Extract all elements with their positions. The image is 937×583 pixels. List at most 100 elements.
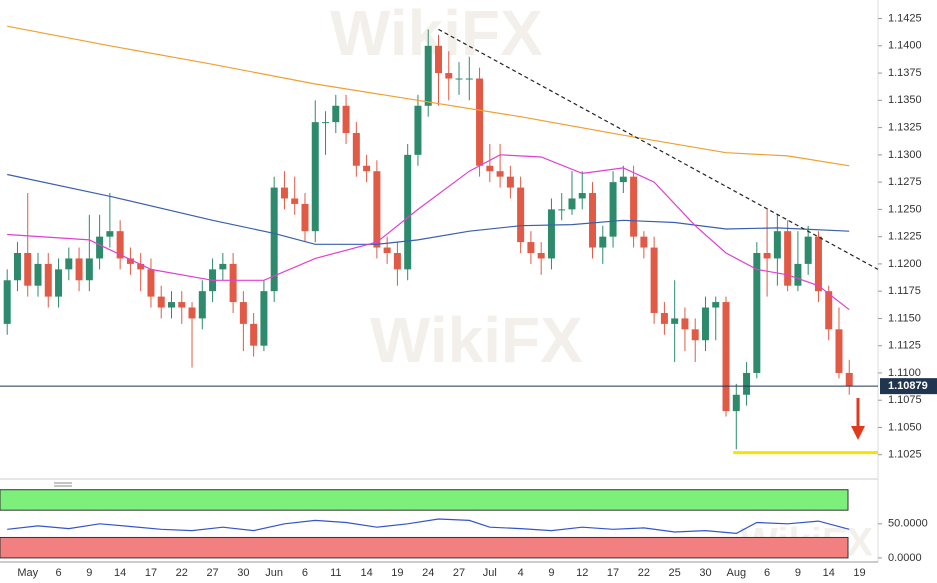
- y-tick-label: 1.1375: [888, 67, 922, 79]
- plot-area: 1.1025 1.1050 1.1075 1.1100 1.1125 1.1150 1.11…: [0, 12, 937, 579]
- candle-body: [167, 302, 175, 308]
- candle-body: [784, 231, 792, 286]
- candle-body: [722, 302, 730, 412]
- candle-body: [178, 302, 186, 308]
- x-tick-label: 11: [330, 567, 341, 579]
- x-tick-label: 17: [607, 567, 619, 579]
- last-price-tag: [880, 378, 937, 395]
- candle-body: [34, 263, 42, 286]
- x-tick-label: 30: [699, 567, 711, 579]
- y-tick-label: 1.1425: [888, 12, 922, 24]
- candle-body: [147, 269, 155, 297]
- candle-body: [270, 187, 278, 292]
- candle-body: [763, 252, 771, 259]
- x-tick-label: 9: [548, 567, 554, 579]
- x-tick-label: 9: [86, 567, 92, 579]
- x-tick-label: 6: [302, 567, 308, 579]
- y-tick-label: 1.1075: [888, 394, 922, 406]
- candle-body: [794, 263, 802, 286]
- x-tick-label: 12: [576, 567, 588, 579]
- y-tick-label: 1.1325: [888, 121, 922, 133]
- x-tick-label: 27: [206, 567, 218, 579]
- candle-body: [44, 263, 52, 297]
- candle-body: [96, 236, 104, 259]
- candle-body: [455, 78, 463, 80]
- x-tick-label: May: [17, 567, 38, 579]
- candle-body: [671, 318, 679, 324]
- candle-body: [260, 291, 268, 346]
- candle-body: [537, 252, 545, 259]
- x-tick-label: 9: [795, 567, 801, 579]
- candle-body: [414, 105, 422, 155]
- candle-body: [506, 176, 514, 188]
- candle-body: [465, 78, 473, 80]
- candle-body: [835, 329, 843, 373]
- x-tick-label: 22: [638, 567, 650, 579]
- x-tick-label: Jul: [483, 567, 497, 579]
- x-tick-label: 19: [853, 567, 865, 579]
- candle-body: [486, 165, 494, 172]
- y-tick-label: 1.1150: [888, 312, 921, 324]
- candle-body: [640, 236, 648, 248]
- y-tick-label: 1.1200: [888, 258, 922, 270]
- candle-body: [773, 231, 781, 259]
- x-tick-label: 6: [764, 567, 770, 579]
- candle-body: [3, 280, 11, 324]
- x-tick-label: Jun: [265, 567, 283, 579]
- series-line: [7, 518, 850, 535]
- series-line: [7, 173, 850, 245]
- y-tick-label: 50.0000: [888, 518, 928, 530]
- candle-body: [753, 252, 761, 373]
- candle-body: [332, 105, 340, 123]
- x-tick-label: 4: [518, 567, 524, 579]
- candle-body: [701, 307, 709, 341]
- y-tick-label: 1.1350: [888, 94, 922, 106]
- candle-body: [476, 78, 484, 166]
- y-tick-label: 1.1225: [888, 231, 922, 243]
- candle-body: [732, 394, 740, 412]
- candle-body: [445, 73, 453, 79]
- down-arrow: [851, 398, 865, 440]
- candle-body: [13, 252, 21, 281]
- candle-body: [291, 198, 299, 204]
- candle-body: [517, 187, 525, 243]
- candle-body: [691, 329, 699, 341]
- x-tick-label: 25: [669, 567, 681, 579]
- y-tick-label: 1.1025: [888, 449, 922, 461]
- candle-body: [157, 296, 165, 308]
- drag-handle[interactable]: [54, 482, 72, 487]
- candle-body: [65, 258, 73, 270]
- watermark: WikiFX: [370, 304, 583, 376]
- candle-body: [280, 187, 288, 199]
- candle-body: [547, 209, 555, 259]
- candle-body: [229, 263, 237, 303]
- candle-body: [137, 263, 145, 270]
- y-tick-label: 1.1275: [888, 176, 922, 188]
- candle-body: [845, 372, 853, 387]
- candle-body: [681, 318, 689, 330]
- y-tick-label: 1.1250: [888, 203, 922, 215]
- candle-body: [342, 105, 350, 134]
- candle-body: [363, 165, 371, 172]
- x-tick-label: 14: [360, 567, 372, 579]
- candle-body: [75, 258, 83, 281]
- y-tick-label: 1.1400: [888, 40, 922, 52]
- candle-body: [650, 247, 658, 313]
- candle-body: [743, 372, 751, 395]
- candle-body: [393, 252, 401, 270]
- x-tick-label: 14: [823, 567, 835, 579]
- candle-body: [219, 263, 227, 270]
- x-tick-label: 6: [55, 567, 61, 579]
- y-tick-label: 0.0000: [888, 552, 922, 564]
- x-tick-label: 17: [145, 567, 157, 579]
- x-tick-label: 27: [453, 567, 465, 579]
- series-line: [7, 154, 850, 311]
- candle-body: [188, 307, 196, 319]
- candle-body: [373, 171, 381, 248]
- candle-body: [239, 302, 247, 324]
- candle-body: [352, 133, 360, 166]
- candle-body: [660, 312, 668, 324]
- candle-body: [322, 122, 330, 124]
